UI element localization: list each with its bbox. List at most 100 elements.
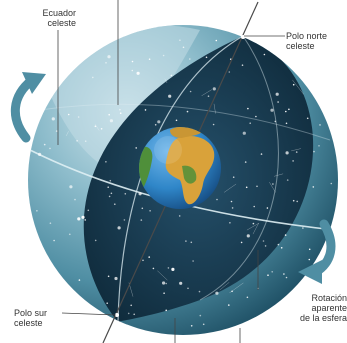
constellation-line bbox=[94, 124, 100, 131]
star bbox=[74, 198, 76, 201]
star bbox=[107, 186, 109, 188]
constellation-line bbox=[157, 270, 168, 281]
star bbox=[157, 120, 161, 124]
star bbox=[140, 219, 143, 221]
star bbox=[133, 313, 135, 316]
star bbox=[67, 113, 70, 116]
star bbox=[302, 227, 304, 229]
star bbox=[163, 292, 165, 295]
star bbox=[260, 153, 263, 155]
star bbox=[149, 210, 151, 212]
star bbox=[170, 74, 173, 77]
star bbox=[231, 290, 233, 293]
star bbox=[216, 198, 218, 201]
star bbox=[247, 107, 249, 110]
star bbox=[292, 160, 294, 162]
star bbox=[264, 245, 267, 247]
star bbox=[285, 110, 287, 113]
constellation-line bbox=[201, 89, 212, 97]
star bbox=[154, 124, 157, 126]
star bbox=[308, 258, 311, 261]
star bbox=[308, 248, 311, 251]
star bbox=[249, 122, 251, 124]
constellation-line bbox=[229, 282, 244, 294]
star bbox=[114, 276, 118, 281]
label-rotacion-aparente: Rotación aparente de la esfera bbox=[299, 293, 347, 323]
star bbox=[78, 279, 81, 281]
constellation-line bbox=[292, 79, 304, 95]
star bbox=[228, 71, 231, 73]
star bbox=[84, 219, 86, 221]
star bbox=[69, 233, 71, 236]
star bbox=[105, 161, 107, 163]
star bbox=[240, 241, 243, 244]
star bbox=[182, 46, 185, 49]
earth-green-region bbox=[182, 165, 197, 184]
constellation-line bbox=[65, 131, 69, 137]
star bbox=[142, 259, 144, 262]
star bbox=[270, 108, 274, 112]
star bbox=[152, 267, 155, 270]
star bbox=[285, 122, 288, 125]
star bbox=[175, 119, 178, 122]
star bbox=[215, 291, 219, 295]
star bbox=[246, 234, 250, 238]
star bbox=[162, 54, 165, 57]
star bbox=[198, 290, 201, 293]
constellation-line bbox=[164, 78, 168, 84]
star bbox=[274, 120, 277, 123]
star bbox=[253, 205, 255, 208]
earth-globe bbox=[139, 127, 221, 209]
curved-arrow-icon bbox=[298, 219, 336, 284]
star bbox=[36, 210, 38, 212]
star bbox=[283, 273, 285, 275]
star bbox=[76, 140, 78, 142]
constellation-line bbox=[213, 103, 216, 114]
star bbox=[165, 282, 167, 285]
star bbox=[138, 192, 142, 196]
star bbox=[296, 200, 299, 203]
star bbox=[38, 152, 42, 156]
star bbox=[109, 119, 113, 123]
star bbox=[232, 176, 235, 178]
star bbox=[185, 240, 187, 242]
star bbox=[92, 76, 94, 79]
star bbox=[187, 287, 189, 290]
star-field bbox=[36, 39, 333, 327]
star bbox=[189, 90, 192, 93]
star bbox=[272, 183, 274, 185]
star bbox=[292, 83, 295, 86]
star bbox=[246, 296, 249, 299]
star bbox=[286, 179, 289, 181]
star bbox=[252, 222, 255, 225]
star bbox=[256, 185, 258, 188]
star bbox=[241, 64, 244, 66]
star bbox=[318, 145, 320, 147]
star bbox=[255, 115, 257, 118]
star bbox=[190, 325, 193, 327]
star bbox=[141, 207, 144, 210]
star bbox=[144, 109, 147, 111]
star bbox=[135, 147, 137, 149]
star bbox=[179, 39, 181, 41]
star bbox=[148, 58, 151, 60]
star bbox=[284, 234, 287, 236]
star bbox=[212, 123, 215, 126]
earth-landmass-americas bbox=[139, 146, 153, 190]
star bbox=[108, 113, 110, 116]
star bbox=[189, 58, 191, 60]
star bbox=[312, 186, 315, 188]
star bbox=[131, 60, 134, 63]
constellation-line bbox=[246, 222, 260, 231]
star bbox=[108, 195, 111, 198]
celestial-equator-back bbox=[39, 103, 331, 141]
leader-polo-sur bbox=[61, 312, 117, 316]
star bbox=[295, 151, 298, 153]
star bbox=[107, 275, 110, 278]
star bbox=[106, 302, 108, 305]
star bbox=[49, 147, 51, 150]
star bbox=[267, 274, 269, 277]
star bbox=[168, 94, 172, 98]
star bbox=[162, 281, 166, 285]
star bbox=[105, 62, 107, 64]
